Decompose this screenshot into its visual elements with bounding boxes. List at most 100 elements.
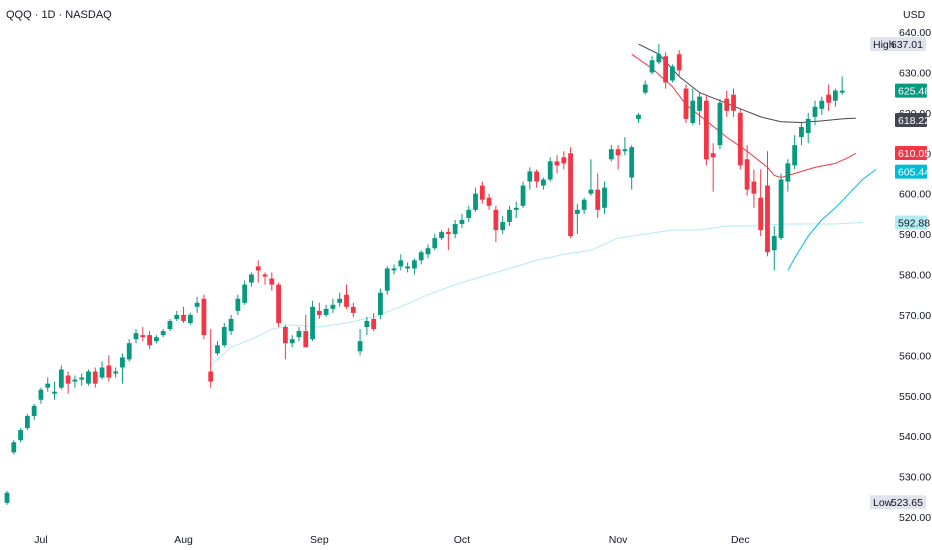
candle [703,94,709,166]
candle [771,226,777,271]
candle [792,135,798,170]
candle-body [500,221,506,231]
candle [235,294,241,315]
y-tick-label: 520.00 [899,512,931,524]
candle-body [656,54,662,63]
candle [106,355,112,382]
candle-body [18,430,23,441]
candle [717,98,723,150]
candle [737,108,743,170]
candle [303,314,309,348]
candle [507,205,512,226]
candle-body [697,96,702,111]
candle [676,50,682,77]
candle-body [445,232,451,235]
candle-body [629,147,635,178]
candle-body [194,302,200,307]
candle-body [717,102,723,146]
candle [649,56,655,75]
candle [255,260,261,283]
candle-body [819,100,825,109]
candle-body [99,367,105,378]
candle [466,205,472,222]
candle-body [11,442,17,453]
y-tick-label: 570.00 [899,310,931,322]
candle-body [350,306,356,313]
candle [249,272,254,287]
candle [602,181,607,214]
candle [65,371,71,394]
candle [832,88,838,107]
candle [839,76,845,95]
price-axis[interactable]: 520.00 530.00 540.00 550.00 560.00 570.00 580.… [899,27,931,524]
candle-body [418,252,424,261]
candle-body [4,492,10,503]
candle [38,387,44,404]
candle [785,159,791,192]
candle-body [316,310,322,315]
candle-body [507,209,512,222]
candle-body [683,88,689,119]
candle-body [676,54,682,71]
candle [690,88,696,125]
candle [337,292,343,307]
candle [310,300,315,342]
candle-body [187,314,193,323]
candle-body [534,171,540,182]
candle [663,52,669,89]
candle [18,428,23,443]
candle [547,157,553,182]
candle-body [703,100,709,160]
candle-body [425,248,431,255]
candle-body [208,371,214,382]
candle [568,147,573,239]
x-tick-label: Aug [174,534,193,546]
candle-body [65,375,71,384]
candle [581,197,587,214]
candle [147,331,152,350]
candle-body [799,126,804,138]
candle [405,262,411,273]
x-tick-label: Oct [454,534,470,546]
candle-body [771,236,777,251]
candle-body [86,371,91,384]
candle [228,314,234,336]
y-tick-label: 600.00 [899,189,931,201]
candle [167,318,173,332]
price-tag [895,113,927,128]
candle-body [269,278,275,285]
y-tick-label: 550.00 [899,391,931,403]
candle [113,367,119,378]
candle-body [24,415,30,429]
candle-body [371,318,377,330]
candle-body [452,223,458,235]
candle [58,365,64,390]
candle-body [751,181,757,194]
candle-body [215,345,220,354]
candle-body [330,304,336,309]
candle [384,266,390,295]
candle-body [486,197,492,206]
candle [323,304,329,317]
candle-body [527,171,533,182]
candle [588,159,594,196]
candle [350,302,356,317]
candle-body [92,371,98,384]
candle-body [126,343,132,360]
y-tick-label: 640.00 [899,27,931,39]
candle [541,177,546,190]
candle [153,335,159,344]
x-tick-label: Jul [34,534,47,546]
candle-body [262,274,268,277]
candle [120,353,125,384]
y-tick-label: 540.00 [899,431,931,443]
time-axis[interactable]: Jul Aug Sep Oct Nov Dec [34,534,749,546]
candle-body [554,161,560,166]
candle [439,230,444,241]
candle-body [38,389,44,400]
candle-body [636,114,641,119]
candle [4,490,10,505]
candle [710,143,716,192]
